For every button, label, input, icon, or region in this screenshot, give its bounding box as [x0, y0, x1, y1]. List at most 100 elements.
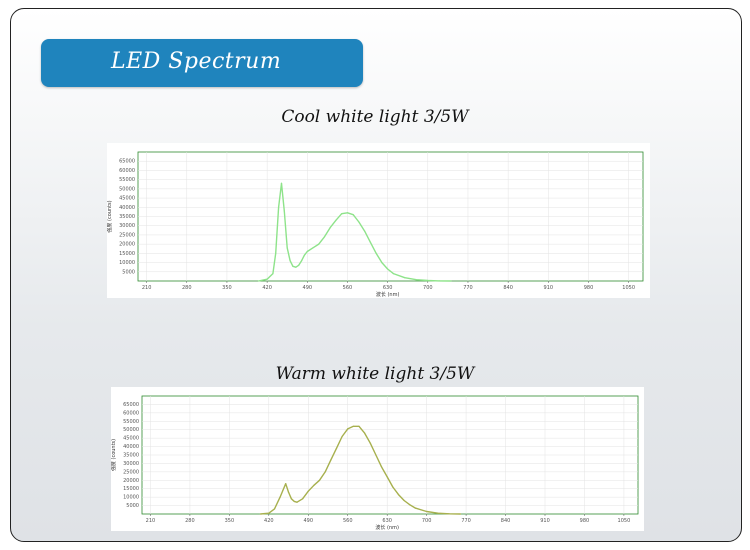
data-point: [427, 279, 429, 282]
x-axis-label: 波长 (nm): [375, 524, 399, 531]
data-point: [387, 268, 389, 270]
data-point: [329, 227, 331, 229]
y-tick-label: 45000: [119, 196, 135, 202]
y-tick-label: 5000: [122, 269, 135, 275]
data-point: [287, 491, 290, 493]
x-tick-label: 560: [343, 285, 353, 291]
y-tick-label: 50000: [123, 427, 139, 433]
data-point: [318, 243, 320, 245]
x-tick-label: 840: [503, 285, 513, 291]
y-tick-label: 65000: [123, 402, 139, 408]
data-point: [358, 425, 360, 427]
data-point: [369, 442, 371, 444]
x-tick-label: 980: [584, 285, 594, 291]
y-tick-label: 40000: [123, 444, 139, 450]
data-point: [268, 512, 270, 514]
data-point: [341, 435, 343, 438]
y-tick-label: 30000: [119, 223, 135, 229]
data-point: [324, 471, 326, 473]
data-point: [426, 510, 428, 513]
y-tick-label: 15000: [123, 486, 139, 492]
y-tick-label: 30000: [123, 461, 139, 467]
chart-panel-warm: 5000 10000 15000 20000 25000 30000 35000 40000 4…: [111, 387, 644, 531]
x-tick-label: 700: [422, 518, 432, 524]
x-tick-label: 910: [540, 518, 550, 524]
y-tick-label: 60000: [123, 410, 139, 416]
y-tick-label: 25000: [119, 232, 135, 238]
x-tick-label: 1050: [618, 518, 631, 524]
x-tick-label: 420: [264, 518, 274, 524]
y-tick-label: 60000: [119, 168, 135, 174]
header-banner: LED Spectrum: [41, 39, 363, 87]
y-tick-label: 25000: [123, 469, 139, 475]
data-point: [283, 210, 285, 212]
y-tick-label: 15000: [119, 251, 135, 257]
y-tick-label: 35000: [123, 453, 139, 459]
data-point: [335, 219, 337, 221]
y-tick-label: 10000: [123, 495, 139, 501]
data-point: [303, 254, 305, 256]
data-point: [437, 512, 439, 514]
data-point: [290, 498, 292, 500]
chart-title-warm: Warm white light 3/5W: [275, 364, 475, 384]
data-point: [298, 264, 300, 266]
y-axis-label: 强度 (counts): [111, 439, 117, 471]
y-tick-label: 20000: [123, 478, 139, 484]
data-point: [306, 250, 308, 253]
data-point: [352, 425, 354, 427]
y-axis-label: 强度 (counts): [107, 200, 113, 232]
data-point: [341, 213, 343, 215]
data-point: [335, 447, 338, 449]
data-point: [313, 484, 315, 486]
data-point: [364, 230, 366, 232]
spectrum-chart-warm: 5000 10000 15000 20000 25000 30000 35000 40000 4…: [111, 395, 639, 531]
data-point: [280, 182, 283, 184]
data-point: [404, 277, 406, 279]
x-tick-label: 280: [182, 285, 192, 291]
x-tick-label: 210: [142, 285, 152, 291]
y-tick-label: 10000: [119, 260, 135, 266]
x-tick-label: 910: [544, 285, 554, 291]
y-tick-label: 20000: [119, 242, 135, 248]
data-point: [375, 454, 377, 456]
x-tick-label: 770: [463, 285, 473, 291]
x-tick-label: 630: [383, 285, 393, 291]
chart-title-cool: Cool white light 3/5W: [281, 107, 469, 127]
y-tick-label: 55000: [119, 177, 135, 183]
data-point: [273, 508, 276, 510]
x-tick-label: 1050: [622, 285, 635, 291]
y-tick-label: 5000: [126, 503, 139, 509]
data-point: [381, 262, 383, 264]
y-tick-label: 50000: [119, 186, 135, 192]
x-tick-label: 840: [501, 518, 511, 524]
data-point: [275, 252, 277, 254]
data-point: [293, 500, 295, 502]
chart-panel-cool: 5000 10000 15000 20000 25000 30000 35000 40000 4…: [107, 143, 650, 298]
y-tick-label: 40000: [119, 205, 135, 211]
data-point: [289, 260, 291, 262]
x-tick-label: 980: [580, 518, 590, 524]
data-point: [352, 214, 354, 216]
data-point: [266, 278, 268, 280]
spectrum-chart-cool: 5000 10000 15000 20000 25000 30000 35000 40000 4…: [107, 151, 644, 298]
data-point: [330, 459, 332, 461]
data-point: [279, 496, 281, 498]
data-point: [272, 273, 274, 275]
data-point: [392, 486, 394, 488]
data-point: [380, 466, 383, 468]
data-point: [259, 513, 261, 515]
x-tick-label: 280: [185, 518, 195, 524]
data-point: [369, 241, 371, 243]
data-point: [282, 489, 284, 491]
data-point: [415, 279, 417, 281]
x-tick-label: 210: [146, 518, 156, 524]
data-point: [448, 513, 450, 515]
data-point: [403, 499, 405, 502]
data-point: [438, 280, 440, 282]
data-point: [301, 260, 303, 262]
x-tick-label: 350: [225, 518, 235, 524]
data-point: [459, 513, 462, 515]
data-point: [347, 428, 349, 430]
x-tick-label: 490: [303, 518, 313, 524]
data-point: [318, 479, 321, 481]
